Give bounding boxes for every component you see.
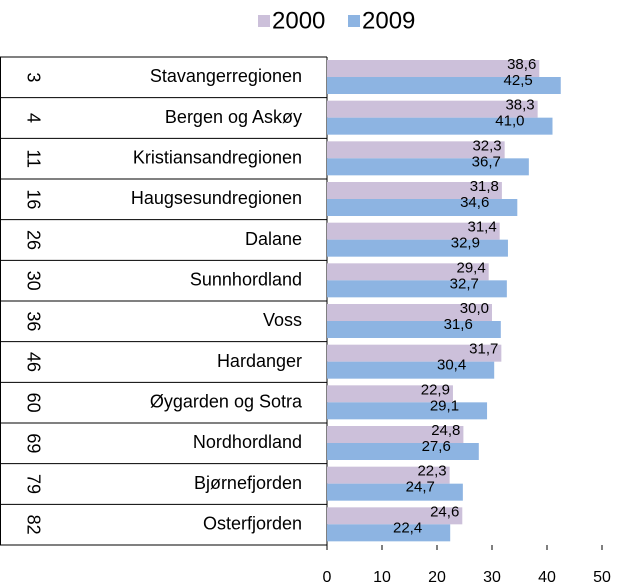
bar <box>327 304 492 321</box>
data-label: 38,6 <box>507 56 536 73</box>
data-label: 24,6 <box>430 503 459 520</box>
bar <box>327 361 495 379</box>
data-label: 31,6 <box>444 316 473 333</box>
bar <box>327 483 463 501</box>
data-label: 29,1 <box>430 397 459 414</box>
data-label: 31,7 <box>469 341 498 358</box>
rank: 30 <box>23 271 43 291</box>
category-label: Sunnhordland <box>190 269 302 289</box>
rank: 4 <box>23 113 43 123</box>
data-label: 38,3 <box>505 97 534 114</box>
data-label: 42,5 <box>504 72 533 89</box>
rank: 46 <box>23 352 43 372</box>
rank: 26 <box>23 230 43 250</box>
rank: 11 <box>23 149 43 168</box>
data-label: 34,6 <box>460 194 489 211</box>
bar <box>327 158 529 176</box>
category-label: Haugsesundregionen <box>131 188 302 208</box>
rank: 69 <box>23 433 43 453</box>
bar <box>327 321 501 338</box>
bar <box>327 60 540 77</box>
legend-swatch <box>348 15 360 27</box>
data-label: 30,0 <box>460 300 489 317</box>
data-label: 41,0 <box>495 113 524 130</box>
category-label: Osterfjorden <box>203 513 302 533</box>
data-label: 32,3 <box>472 137 501 154</box>
rank: 60 <box>23 393 43 413</box>
data-label: 22,9 <box>421 381 450 398</box>
bar <box>327 117 553 135</box>
x-tick-label: 40 <box>538 569 556 586</box>
data-label: 32,7 <box>450 275 479 292</box>
rank: 79 <box>23 474 43 494</box>
data-label: 22,3 <box>417 463 446 480</box>
data-label: 31,8 <box>470 178 499 195</box>
x-tick-label: 50 <box>593 569 611 586</box>
bar <box>327 77 561 94</box>
bar <box>327 466 450 484</box>
legend-label: 2000 <box>272 7 325 34</box>
category-label: Bergen og Askøy <box>165 107 302 127</box>
data-label: 30,4 <box>437 357 466 374</box>
category-label: Nordhordland <box>193 432 302 452</box>
bar <box>327 524 451 542</box>
data-label: 29,4 <box>456 259 485 276</box>
data-label: 31,4 <box>467 219 496 236</box>
category-label: Kristiansandregionen <box>133 147 302 167</box>
rank: 82 <box>23 515 43 535</box>
category-label: Hardanger <box>217 351 302 371</box>
data-label: 24,8 <box>431 422 460 439</box>
bar <box>327 280 507 298</box>
x-tick-label: 0 <box>323 569 332 586</box>
bar <box>327 239 508 257</box>
category-label: Stavangerregionen <box>150 66 302 86</box>
bar <box>327 402 488 420</box>
category-label: Dalane <box>245 229 302 249</box>
bar <box>327 385 453 403</box>
bar <box>327 100 538 118</box>
bar <box>327 222 500 240</box>
category-label: Voss <box>263 310 302 330</box>
data-label: 27,6 <box>422 438 451 455</box>
rank: 3 <box>23 72 43 82</box>
bar <box>327 263 489 281</box>
data-label: 36,7 <box>472 153 501 170</box>
bar <box>327 507 463 525</box>
legend-swatch <box>258 15 270 27</box>
bar <box>327 182 502 199</box>
data-label: 32,9 <box>451 235 480 252</box>
x-tick-label: 10 <box>373 569 391 586</box>
legend-label: 2009 <box>362 7 415 34</box>
data-label: 22,4 <box>393 519 422 536</box>
x-tick-label: 30 <box>483 569 501 586</box>
bar <box>327 141 505 159</box>
bar <box>327 426 464 443</box>
category-label: Bjørnefjorden <box>194 473 302 493</box>
category-label: Øygarden og Sotra <box>150 391 303 411</box>
x-tick-label: 20 <box>428 569 446 586</box>
bar <box>327 344 502 362</box>
bar <box>327 443 479 460</box>
rank: 36 <box>23 311 43 331</box>
data-label: 24,7 <box>406 479 435 496</box>
bar <box>327 199 518 216</box>
rank: 16 <box>23 189 43 209</box>
